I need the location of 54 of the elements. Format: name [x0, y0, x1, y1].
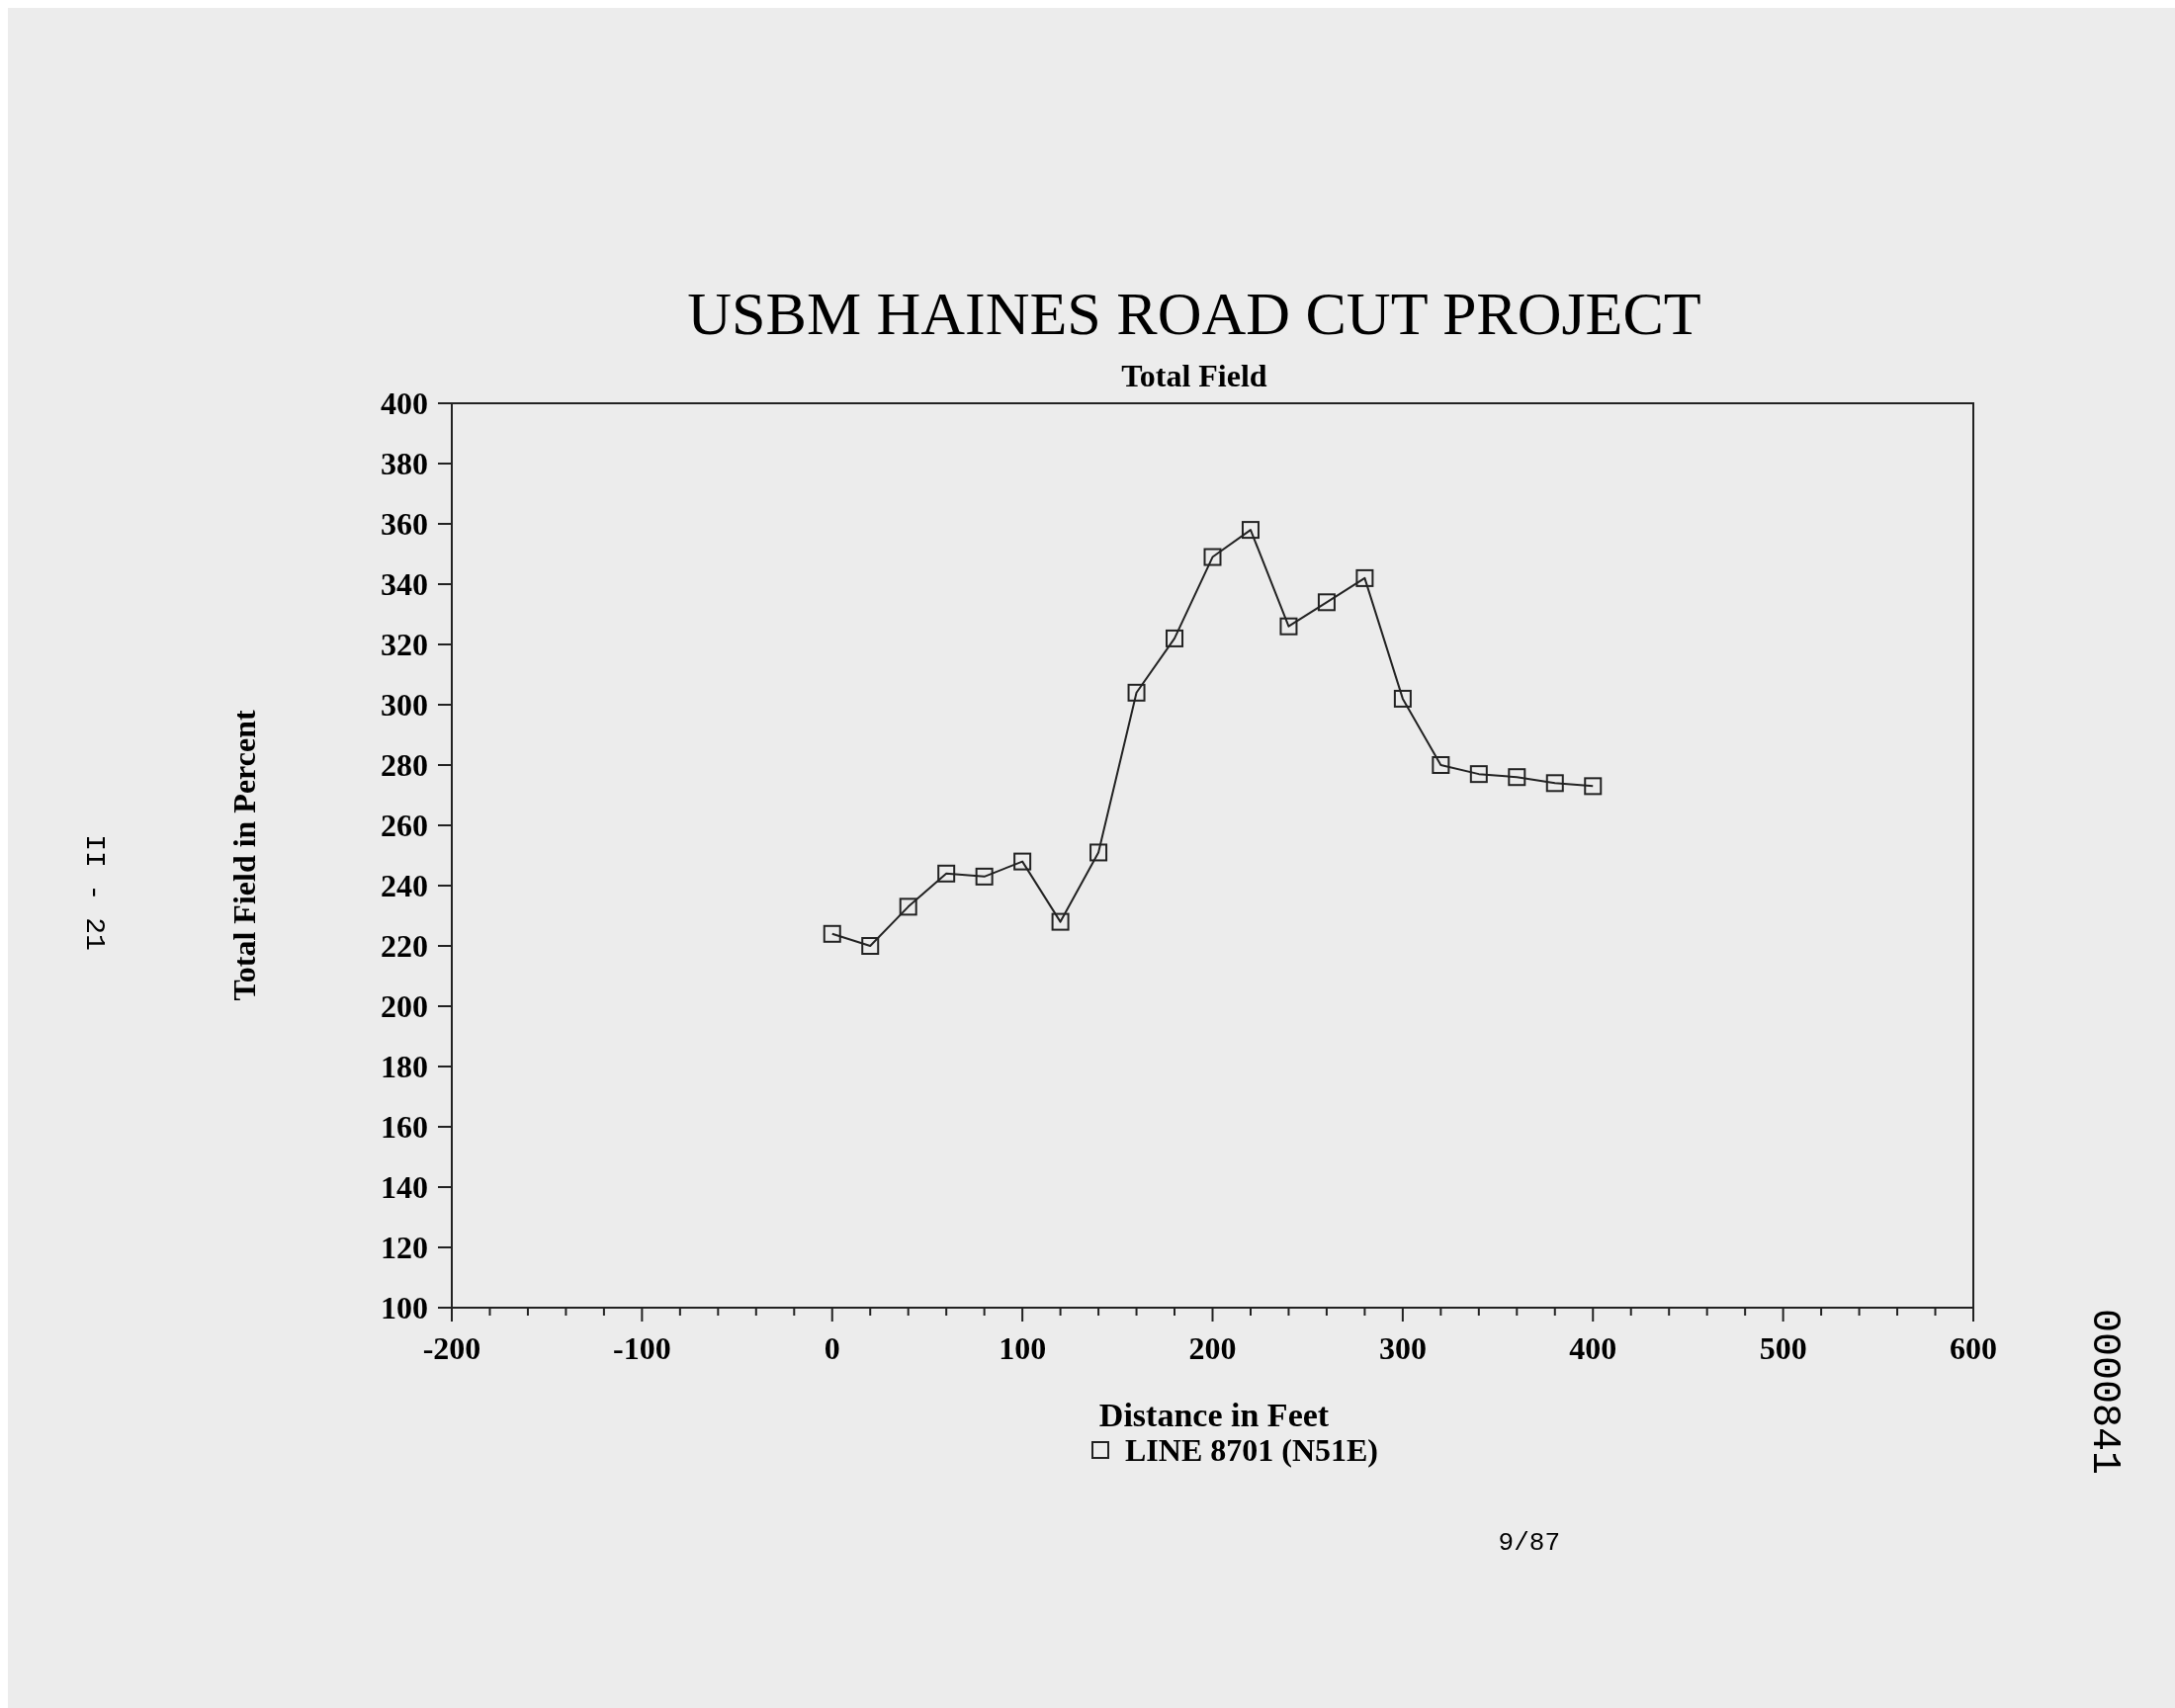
point	[1432, 756, 1450, 774]
y-tick-label: 200	[381, 988, 428, 1024]
y-tick-label: 380	[381, 446, 428, 481]
y-tick-label: 220	[381, 928, 428, 964]
point	[1584, 777, 1603, 796]
point	[1166, 629, 1184, 647]
y-tick-label: 320	[381, 627, 428, 662]
y-tick-label: 180	[381, 1049, 428, 1084]
x-axis-title: Distance in Feet	[1098, 1397, 1330, 1433]
text: 0000841	[2082, 1308, 2127, 1476]
point	[1469, 765, 1488, 784]
point	[937, 864, 956, 883]
x-tick-label: 300	[1378, 1330, 1427, 1366]
y-tick-label: 260	[381, 808, 428, 843]
text: 9/87	[1498, 1528, 1560, 1558]
point	[1203, 548, 1222, 566]
point	[1127, 683, 1146, 702]
x-tick-label: -100	[613, 1330, 671, 1366]
point	[1393, 689, 1412, 708]
y-tick-label: 340	[381, 566, 428, 602]
chart-subtitle: Total Field	[1121, 358, 1267, 393]
point	[1241, 521, 1260, 540]
x-tick-label: -200	[422, 1330, 481, 1366]
x-tick-label: 0	[824, 1330, 840, 1366]
legend-label: LINE 8701 (N51E)	[1125, 1432, 1379, 1468]
y-tick-label: 300	[381, 687, 428, 723]
y-tick-label: 100	[381, 1290, 428, 1325]
y-tick-label: 400	[381, 385, 428, 421]
y-tick-label: 160	[381, 1109, 428, 1145]
point	[1279, 617, 1298, 636]
point	[975, 867, 994, 886]
x-tick-label: 400	[1569, 1330, 1617, 1366]
y-tick-label: 120	[381, 1230, 428, 1265]
x-tick-label: 600	[1950, 1330, 1997, 1366]
chart-title: USBM HAINES ROAD CUT PROJECT	[687, 280, 1701, 347]
x-tick-label: 500	[1759, 1330, 1807, 1366]
y-tick-label: 360	[381, 506, 428, 542]
point	[1508, 768, 1526, 787]
y-tick-label: 280	[381, 747, 428, 783]
x-tick-label: 200	[1188, 1330, 1237, 1366]
point	[1013, 852, 1032, 871]
y-tick-label: 140	[381, 1169, 428, 1205]
point	[1545, 774, 1564, 793]
y-tick-label: 240	[381, 868, 428, 903]
y-axis-title: Total Field in Percent	[226, 710, 262, 1001]
point	[1089, 843, 1108, 862]
text: II - 21	[79, 834, 110, 951]
point	[899, 897, 917, 916]
x-tick-label: 100	[999, 1330, 1047, 1366]
point	[823, 924, 841, 943]
point	[861, 937, 880, 955]
point	[1051, 912, 1070, 931]
point	[1317, 593, 1336, 612]
point	[1355, 568, 1374, 587]
